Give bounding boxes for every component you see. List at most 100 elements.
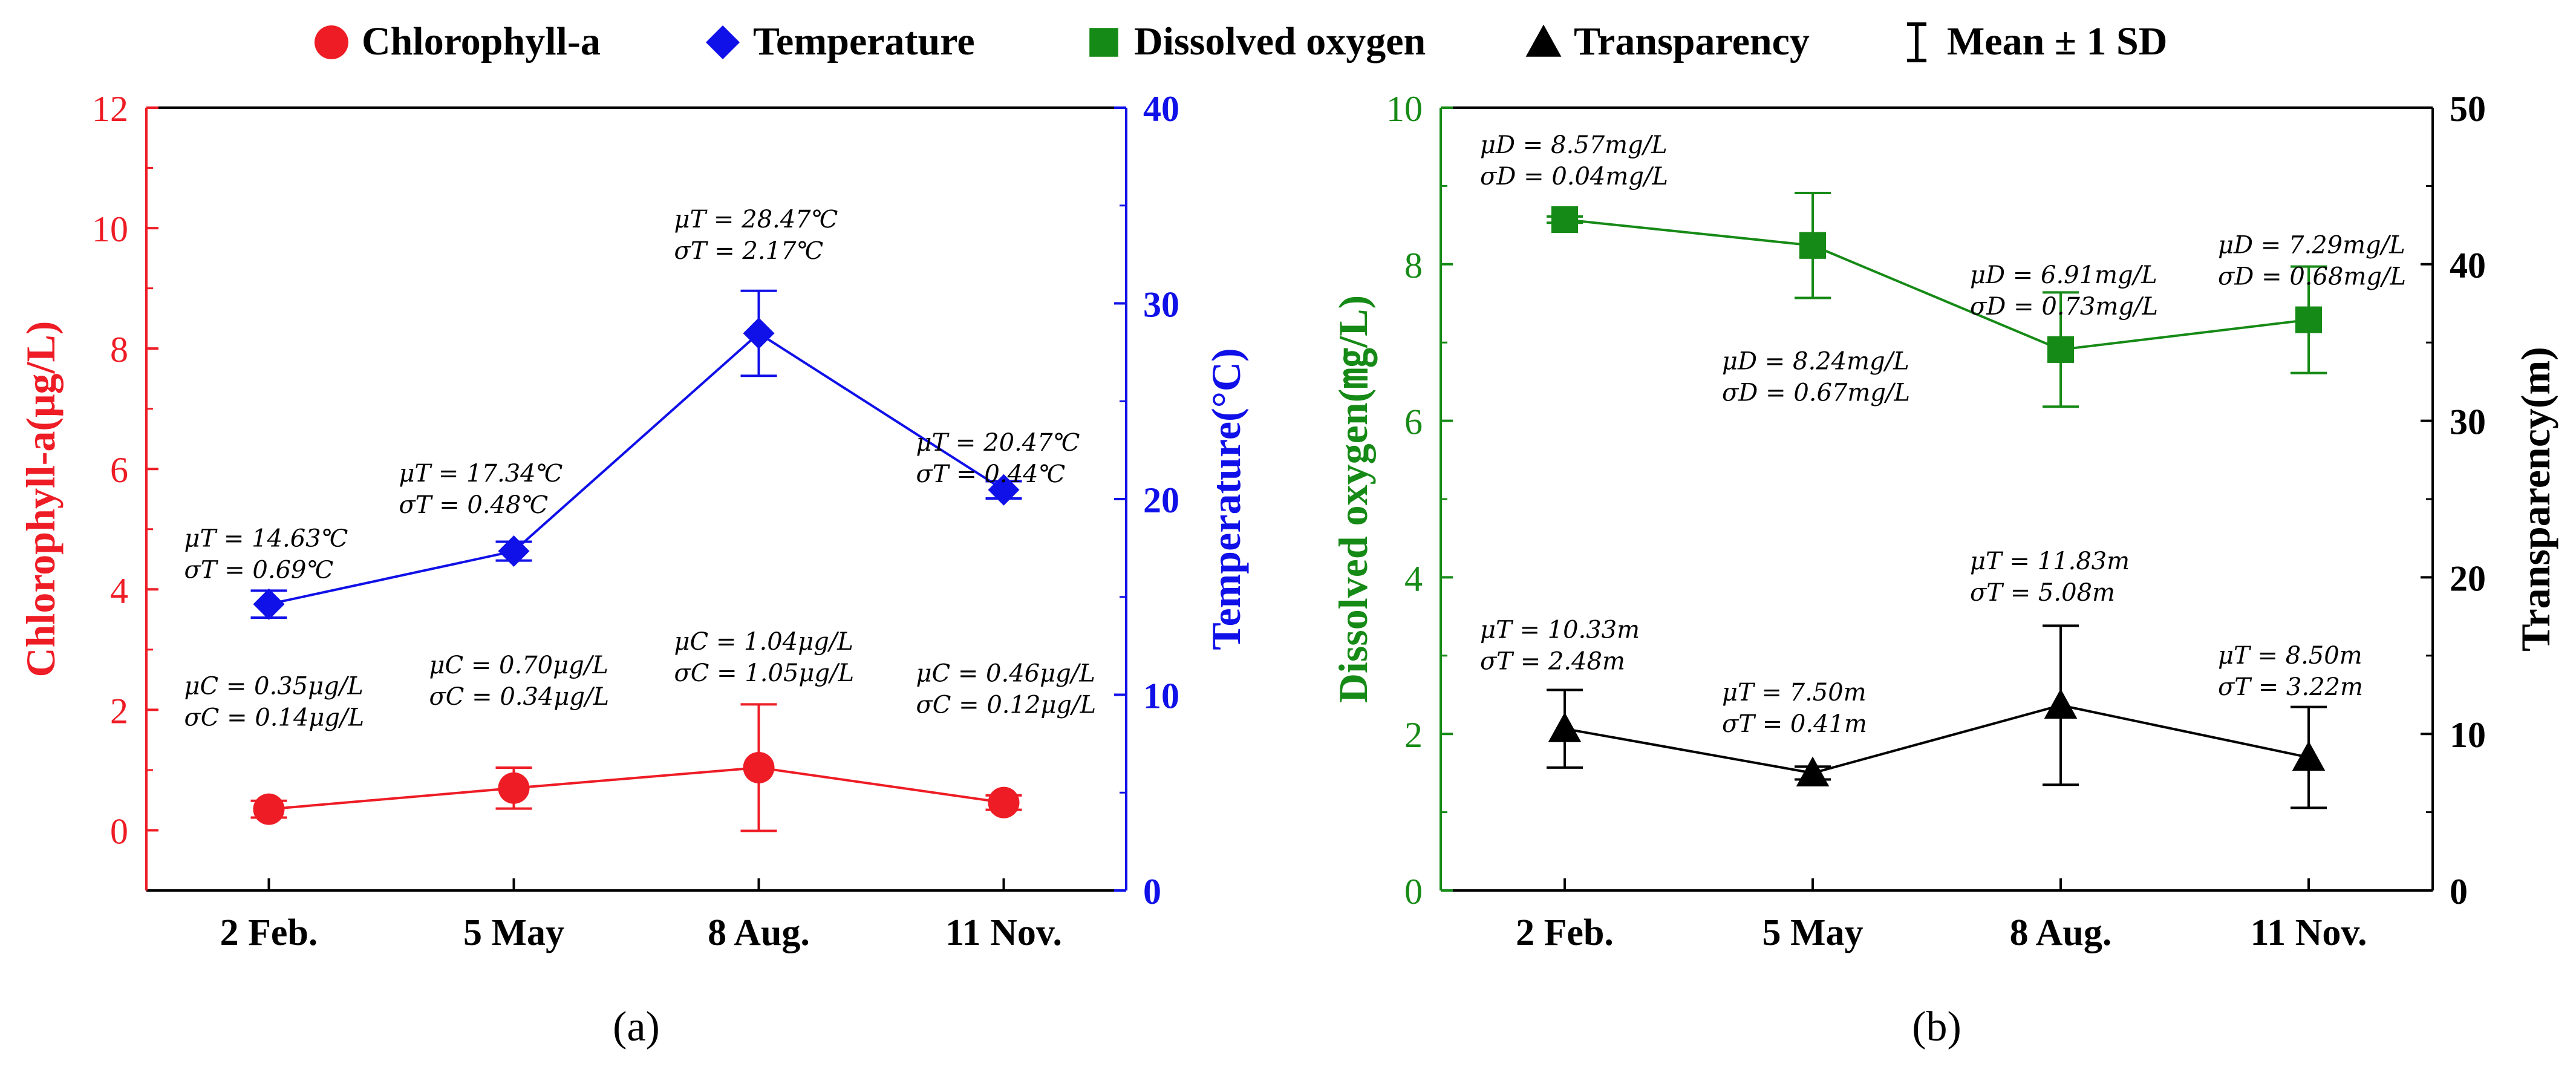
left-tick-label: 8: [1404, 246, 1423, 286]
data-point-triangle: [2044, 688, 2078, 719]
left-tick-label: 0: [1404, 872, 1423, 912]
legend-item: Dissolved oxygen: [1089, 19, 1426, 64]
annotation-sd: σC = 0.14μg/L: [184, 704, 365, 732]
annotation-mean: μT = 17.34℃: [399, 460, 563, 488]
annotation-sd: σT = 0.69℃: [184, 557, 334, 584]
series-line: [1564, 218, 2309, 351]
left-tick-label: 2: [1404, 715, 1423, 755]
annotation-mean: μC = 0.35μg/L: [184, 673, 364, 701]
legend-item: Temperature: [706, 19, 975, 64]
x-tick-label: 11 Nov.: [2251, 912, 2367, 953]
left-tick-label: 4: [1404, 558, 1423, 598]
annotation-mean: μD = 8.24mg/L: [1722, 348, 1909, 376]
left-axis-title: Dissolved oxygen(㎎/L): [1330, 295, 1378, 703]
left-tick-label: 4: [110, 570, 128, 610]
data-point-circle: [988, 786, 1020, 818]
annotation-sd: σT = 3.22m: [2218, 673, 2363, 701]
right-tick-label: 40: [2450, 246, 2486, 286]
left-tick-label: 8: [110, 330, 128, 370]
data-point-triangle: [1548, 712, 1582, 742]
series-line: [1564, 704, 2309, 774]
right-axis-title: Temperature(°C): [1203, 348, 1249, 650]
x-tick-label: 8 Aug.: [2010, 912, 2112, 953]
x-tick-label: 11 Nov.: [945, 912, 1062, 953]
series-transparency: μT = 10.33m σT = 2.48m μT = 7.50m σT = 0.41…: [1480, 547, 2363, 809]
annotation-mean: μT = 7.50m: [1722, 679, 1867, 707]
left-tick-label: 10: [92, 209, 128, 249]
left-tick-label: 2: [110, 691, 128, 731]
data-point-circle: [498, 772, 530, 804]
legend-item: Transparency: [1525, 19, 1810, 64]
legend-item: Chlorophyll-a: [315, 19, 601, 64]
legend-label: Temperature: [753, 19, 975, 64]
right-tick-label: 10: [1143, 676, 1179, 716]
annotation-sd: σT = 2.48m: [1480, 648, 1625, 676]
legend-label: Mean ± 1 SD: [1947, 19, 2167, 64]
right-tick-label: 10: [2450, 715, 2486, 755]
data-point-diamond: [988, 474, 1020, 506]
annotation-mean: μT = 14.63℃: [184, 525, 348, 553]
annotation-mean: μC = 0.46μg/L: [916, 660, 1095, 688]
panel-caption: (a): [613, 1004, 660, 1050]
annotation-mean: μT = 8.50m: [2218, 642, 2362, 670]
left-tick-label: 0: [110, 811, 128, 851]
data-point-diamond: [253, 588, 285, 620]
series-chlorophyll-a: μC = 0.35μg/L σC = 0.14μg/L μC = 0.70μg/L σ…: [184, 628, 1097, 832]
right-tick-label: 20: [1143, 480, 1179, 520]
annotation-sd: σD = 0.68mg/L: [2218, 263, 2406, 291]
legend-label: Transparency: [1574, 19, 1810, 64]
annotation-mean: μD = 7.29mg/L: [2218, 232, 2405, 260]
annotation-mean: μC = 1.04μg/L: [674, 628, 853, 656]
left-tick-label: 12: [92, 89, 128, 129]
annotation-sd: σT = 5.08m: [1970, 579, 2115, 607]
series-temperature: μT = 14.63℃ σT = 0.69℃ μT = 17.34℃ σT = 0.4…: [184, 206, 1080, 620]
data-point-square: [1551, 206, 1579, 234]
annotation-mean: μD = 6.91mg/L: [1970, 261, 2157, 289]
panel-caption: (b): [1912, 1004, 1961, 1050]
right-tick-label: 20: [2450, 558, 2486, 598]
x-tick-label: 5 May: [463, 912, 564, 953]
legend-triangle-icon: [1525, 24, 1562, 57]
right-tick-label: 40: [1143, 89, 1179, 129]
series-line: [269, 332, 1005, 606]
panel-a: 0 2 4 6 8 10 12 0 10 20 30 40 2 Feb. 5 May 8 Aug. 11 No…: [18, 89, 1249, 1050]
x-tick-label: 8 Aug.: [708, 912, 810, 953]
data-point-diamond: [498, 535, 530, 567]
data-point-triangle: [1796, 756, 1830, 786]
x-tick-label: 2 Feb.: [220, 912, 318, 953]
annotation-mean: μC = 0.70μg/L: [429, 652, 608, 679]
annotation-sd: σT = 0.44℃: [916, 460, 1066, 488]
annotation-sd: σC = 0.12μg/L: [916, 691, 1097, 719]
annotation-mean: μD = 8.57mg/L: [1480, 131, 1668, 159]
x-tick-label: 2 Feb.: [1516, 912, 1614, 953]
legend-diamond-icon: [706, 25, 740, 59]
data-point-circle: [253, 793, 285, 825]
panel-b: 0 2 4 6 8 10 0 10 20 30 40 50 2 Feb. 5 May 8 Aug. 11 No…: [1330, 89, 2558, 1050]
data-point-square: [1799, 232, 1827, 259]
annotation-sd: σD = 0.04mg/L: [1480, 163, 1668, 191]
annotation-mean: μT = 20.47℃: [916, 429, 1080, 457]
data-point-diamond: [743, 317, 775, 349]
annotation-mean: μT = 10.33m: [1480, 616, 1640, 644]
legend-label: Dissolved oxygen: [1134, 19, 1426, 64]
annotation-sd: σC = 0.34μg/L: [429, 683, 610, 711]
legend-item: Mean ± 1 SD: [1907, 19, 2167, 64]
right-tick-label: 0: [2450, 872, 2468, 912]
legend-label: Chlorophyll-a: [362, 19, 601, 64]
data-point-square: [2295, 306, 2323, 333]
legend: Chlorophyll-a Temperature Dissolved oxygen…: [315, 19, 2167, 64]
series-dissolved-oxygen: μD = 8.57mg/L σD = 0.04mg/L μD = 8.24mg/L σ…: [1480, 131, 2406, 408]
annotation-sd: σD = 0.73mg/L: [1970, 293, 2158, 321]
legend-square-icon: [1089, 28, 1118, 57]
left-tick-label: 6: [1404, 402, 1423, 442]
legend-circle-icon: [315, 25, 348, 59]
annotation-mean: μT = 11.83m: [1970, 547, 2130, 575]
annotation-sd: σC = 1.05μg/L: [674, 659, 855, 687]
annotation-sd: σT = 2.17℃: [674, 237, 824, 265]
annotation-sd: σD = 0.67mg/L: [1722, 379, 1910, 407]
series-line: [269, 766, 1004, 811]
x-tick-label: 5 May: [1762, 912, 1863, 953]
right-tick-label: 30: [1143, 285, 1179, 325]
annotation-sd: σT = 0.41m: [1722, 710, 1867, 738]
